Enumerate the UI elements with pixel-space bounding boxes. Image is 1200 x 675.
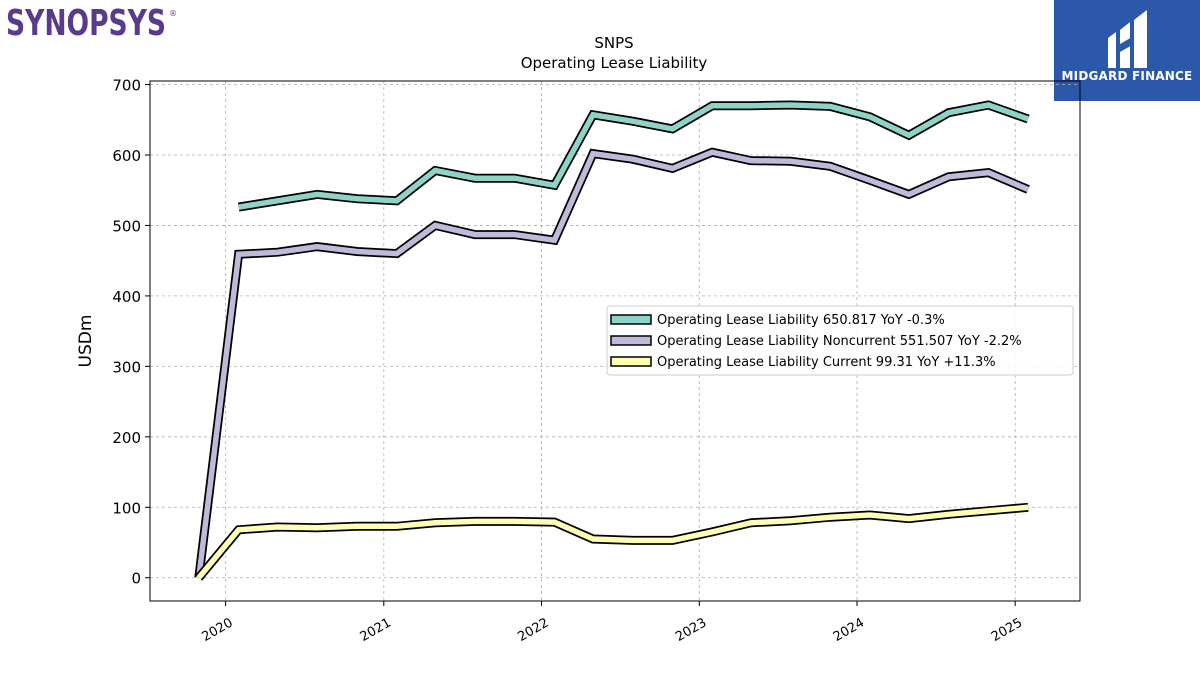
chart-subtitle: Operating Lease Liability	[521, 54, 708, 72]
x-tick-label: 2023	[673, 615, 709, 645]
series-1	[237, 100, 1030, 212]
midgard-finance-logo: MIDGARD FINANCE	[1054, 0, 1200, 101]
series-layer	[194, 100, 1030, 581]
y-tick-label: 500	[112, 217, 141, 235]
x-tick-label: 2021	[358, 615, 394, 645]
chart-title: SNPS	[594, 34, 633, 52]
x-tick-label: 2020	[199, 615, 235, 645]
legend-item: Operating Lease Liability 650.817 YoY -0…	[610, 313, 945, 328]
y-tick-label: 600	[112, 147, 141, 165]
legend-swatch	[610, 314, 652, 325]
y-tick-label: 700	[112, 77, 141, 95]
series-3	[195, 502, 1029, 581]
svg-text:®: ®	[169, 9, 177, 18]
series-line	[196, 149, 1030, 579]
legend: Operating Lease Liability 650.817 YoY -0…	[606, 305, 1074, 376]
legend-swatch	[610, 356, 652, 367]
y-tick-label: 200	[112, 429, 141, 447]
series-line	[238, 102, 1030, 210]
legend-swatch	[610, 335, 652, 346]
legend-box	[606, 305, 1074, 376]
legend-label: Operating Lease Liability Noncurrent 551…	[657, 334, 1022, 349]
midgard-emblem-icon	[1108, 10, 1147, 68]
y-tick-label: 400	[112, 288, 141, 306]
y-tick-label: 100	[112, 499, 141, 517]
legend-item: Operating Lease Liability Noncurrent 551…	[610, 334, 1022, 349]
legend-label: Operating Lease Liability Current 99.31 …	[657, 355, 996, 370]
series-2	[194, 147, 1030, 579]
x-tick-label: 2025	[989, 615, 1025, 645]
y-tick-label: 300	[112, 358, 141, 376]
x-tick-label: 2024	[831, 615, 867, 645]
y-axis-label: USDm	[76, 315, 96, 368]
plot-frame	[149, 80, 1081, 602]
series-line	[196, 504, 1029, 580]
midgard-finance-wordmark: MIDGARD FINANCE	[1061, 69, 1193, 83]
x-tick-label: 2022	[515, 615, 551, 645]
svg-text:SYNOPSYS: SYNOPSYS	[6, 3, 166, 44]
synopsys-logo: SYNOPSYS ®	[5, 2, 180, 46]
y-tick-label: 0	[131, 570, 141, 588]
legend-item: Operating Lease Liability Current 99.31 …	[610, 355, 996, 370]
legend-label: Operating Lease Liability 650.817 YoY -0…	[657, 313, 945, 328]
